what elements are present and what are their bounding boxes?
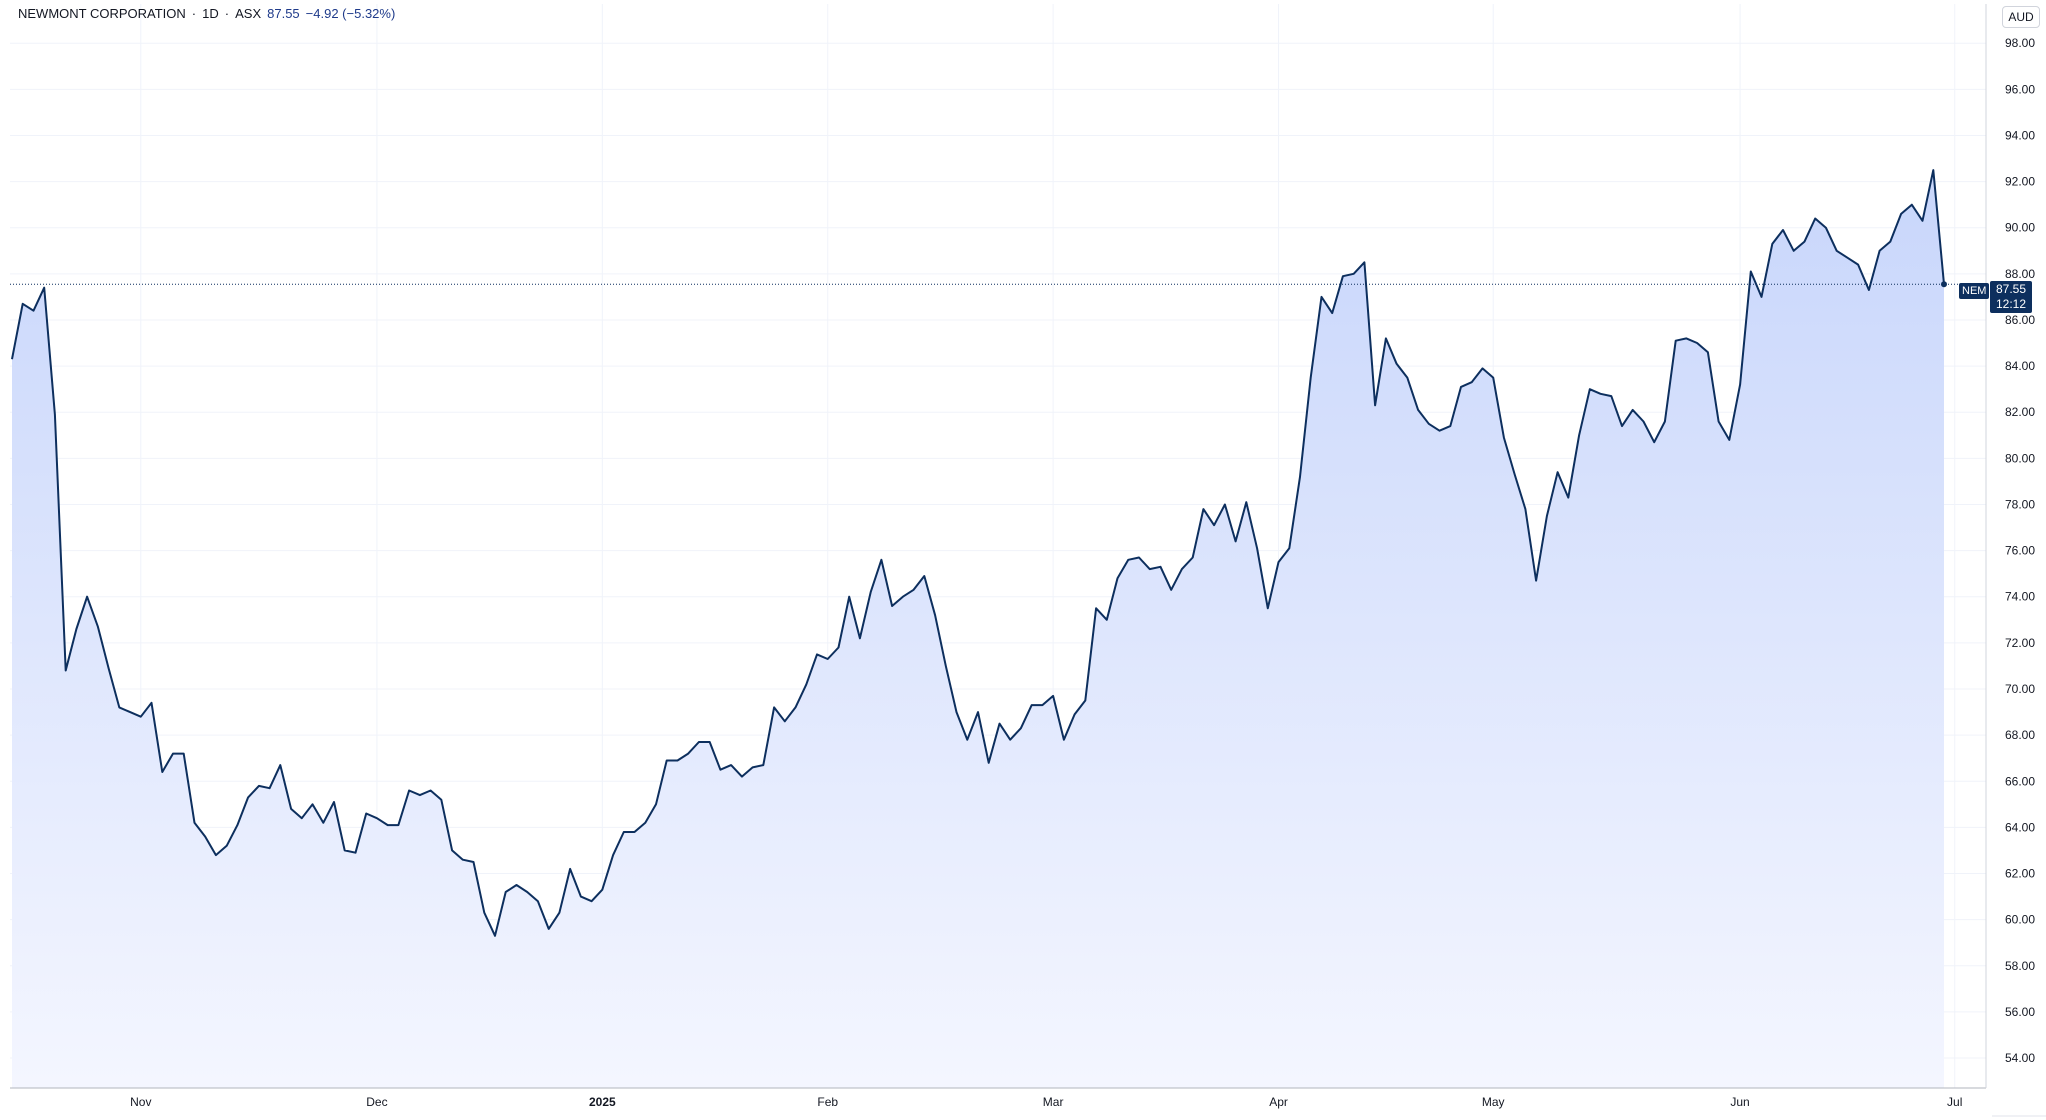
y-tick-label: 68.00	[2005, 728, 2035, 742]
y-tick-label: 66.00	[2005, 774, 2035, 788]
current-price-badge: 87.55 12:12	[1990, 281, 2032, 313]
y-tick-label: 64.00	[2005, 820, 2035, 834]
price-line	[11, 169, 1945, 937]
x-tick-label: Apr	[1269, 1095, 1288, 1109]
x-tick-label: Jun	[1730, 1095, 1749, 1109]
last-price-marker	[1941, 281, 1947, 288]
y-tick-label: 60.00	[2005, 913, 2035, 927]
bar-countdown: 12:12	[1995, 297, 2027, 311]
y-tick-label: 58.00	[2005, 959, 2035, 973]
interval-label[interactable]: 1D	[202, 6, 219, 21]
y-tick-label: 70.00	[2005, 682, 2035, 696]
y-tick-label: 62.00	[2005, 867, 2035, 881]
legend-separator: ·	[191, 6, 197, 21]
area-fill	[12, 170, 1944, 1089]
ticker-tag: NEM	[1959, 283, 1990, 299]
y-tick-label: 98.00	[2005, 36, 2035, 50]
last-price: 87.55	[267, 6, 300, 21]
y-tick-label: 54.00	[2005, 1051, 2035, 1065]
x-tick-label: May	[1482, 1095, 1505, 1109]
y-tick-label: 76.00	[2005, 544, 2035, 558]
y-tick-label: 88.00	[2005, 267, 2035, 281]
y-tick-label: 92.00	[2005, 175, 2035, 189]
legend-separator-2: ·	[224, 6, 230, 21]
y-tick-label: 86.00	[2005, 313, 2035, 327]
x-axis-labels: Nov Dec 2025 Feb Mar Apr May Jun Jul	[130, 1095, 1962, 1109]
x-tick-label: Jul	[1947, 1095, 1962, 1109]
y-tick-label: 96.00	[2005, 82, 2035, 96]
y-tick-label: 94.00	[2005, 128, 2035, 142]
price-change: −4.92 (−5.32%)	[305, 6, 396, 21]
y-axis-labels: 54.00 56.00 58.00 60.00 62.00 64.00 66.00 68.00…	[2005, 36, 2035, 1065]
y-tick-label: 56.00	[2005, 1005, 2035, 1019]
x-tick-label: 2025	[589, 1095, 616, 1109]
y-tick-label: 72.00	[2005, 636, 2035, 650]
current-price-value: 87.55	[1995, 282, 2027, 296]
x-tick-label: Nov	[130, 1095, 151, 1109]
x-tick-label: Feb	[817, 1095, 838, 1109]
y-tick-label: 80.00	[2005, 451, 2035, 465]
axes	[10, 4, 2046, 1117]
y-tick-label: 90.00	[2005, 221, 2035, 235]
y-tick-label: 82.00	[2005, 405, 2035, 419]
symbol-name: NEWMONT CORPORATION	[18, 6, 186, 21]
x-tick-label: Mar	[1043, 1095, 1064, 1109]
y-tick-label: 74.00	[2005, 590, 2035, 604]
x-tick-label: Dec	[366, 1095, 387, 1109]
y-tick-label: 84.00	[2005, 359, 2035, 373]
area-layer	[10, 169, 1986, 1089]
symbol-legend[interactable]: NEWMONT CORPORATION · 1D · ASX 87.55 −4.…	[18, 6, 395, 21]
exchange-label: ASX	[235, 6, 262, 21]
currency-button[interactable]: AUD	[2002, 6, 2040, 28]
y-tick-label: 78.00	[2005, 497, 2035, 511]
